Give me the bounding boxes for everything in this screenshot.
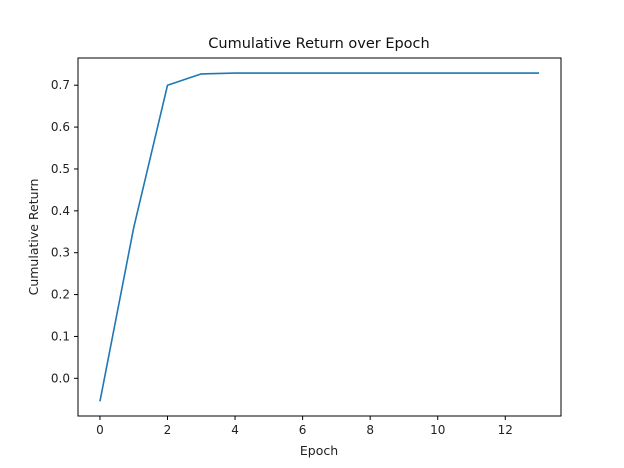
x-axis-label: Epoch <box>300 443 338 458</box>
chart-title: Cumulative Return over Epoch <box>208 36 429 52</box>
y-tick-label: 0.1 <box>51 329 70 343</box>
y-axis: 0.0 0.1 0.2 0.3 0.4 0.5 0.6 0.7 <box>51 78 78 385</box>
x-tick-label: 12 <box>498 423 513 437</box>
y-tick-label: 0.0 <box>51 371 70 385</box>
x-tick-label: 0 <box>96 423 104 437</box>
x-tick-label: 8 <box>366 423 374 437</box>
y-tick-label: 0.4 <box>51 204 70 218</box>
y-tick-label: 0.3 <box>51 246 70 260</box>
plot-frame <box>77 57 562 417</box>
y-tick-label: 0.5 <box>51 162 70 176</box>
x-axis: 0 2 4 6 8 10 12 <box>96 416 513 437</box>
y-tick-label: 0.6 <box>51 120 70 134</box>
series-line-0 <box>99 72 540 402</box>
x-tick-label: 6 <box>299 423 307 437</box>
plot-area <box>99 72 540 402</box>
x-tick-label: 10 <box>430 423 445 437</box>
y-tick-label: 0.7 <box>51 78 70 92</box>
y-tick-label: 0.2 <box>51 288 70 302</box>
x-tick-label: 4 <box>231 423 239 437</box>
y-axis-label: Cumulative Return <box>26 179 41 296</box>
x-tick-label: 2 <box>164 423 172 437</box>
